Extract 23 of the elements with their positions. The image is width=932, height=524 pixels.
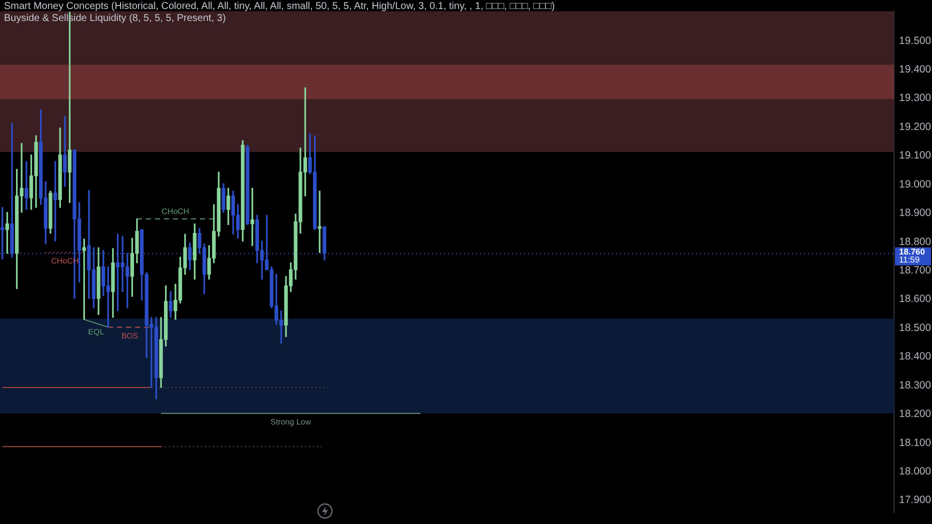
y-tick-label: 18.100 <box>899 436 932 449</box>
y-tick-label: 17.900 <box>899 494 932 506</box>
y-tick-label: 19.000 <box>899 178 932 190</box>
y-tick-label: 19.100 <box>899 150 932 162</box>
series-label: CHoCH <box>162 207 190 216</box>
y-tick-label: 19.200 <box>899 120 932 133</box>
y-tick-label: 19.500 <box>899 34 932 47</box>
series-label: EQL <box>88 328 105 337</box>
y-tick-label: 19.400 <box>899 63 932 76</box>
y-tick-label: 18.600 <box>899 293 932 306</box>
y-tick-label: 18.400 <box>899 350 932 363</box>
ref-line-label: 18.760 11:59 <box>899 246 926 265</box>
series-label: Strong Low <box>270 418 312 427</box>
series-label: BOS <box>121 331 138 340</box>
y-tick-label: 18.700 <box>899 264 932 277</box>
y-tick-label: 18.200 <box>899 408 932 420</box>
y-tick-label: 18.500 <box>899 322 932 334</box>
y-tick-label: 18.300 <box>899 379 932 392</box>
annotation: Smart Money Concepts (Historical, Colored, All, All, tiny, All, All, small, 50, 5, 5, Atr, High/Low, 3, 0.1, tiny, , 1, □□□, □□□, □□□) <box>4 1 555 13</box>
y-tick-label: 18.800 <box>899 236 932 248</box>
y-tick-label: 18.900 <box>899 207 932 220</box>
y-tick-label: 19.300 <box>899 92 932 104</box>
y-tick-label: 18.000 <box>899 466 932 478</box>
